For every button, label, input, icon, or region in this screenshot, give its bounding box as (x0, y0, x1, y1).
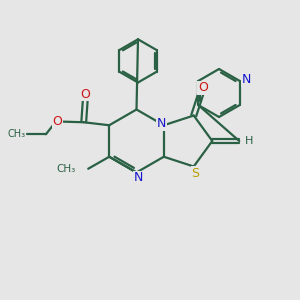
Text: N: N (133, 171, 143, 184)
Text: N: N (242, 73, 251, 86)
Text: O: O (80, 88, 90, 100)
Text: CH₃: CH₃ (56, 164, 76, 174)
Text: S: S (191, 167, 199, 180)
Text: O: O (198, 81, 208, 94)
Text: O: O (52, 115, 62, 128)
Text: N: N (157, 117, 166, 130)
Text: H: H (245, 136, 253, 146)
Text: CH₃: CH₃ (8, 129, 26, 139)
